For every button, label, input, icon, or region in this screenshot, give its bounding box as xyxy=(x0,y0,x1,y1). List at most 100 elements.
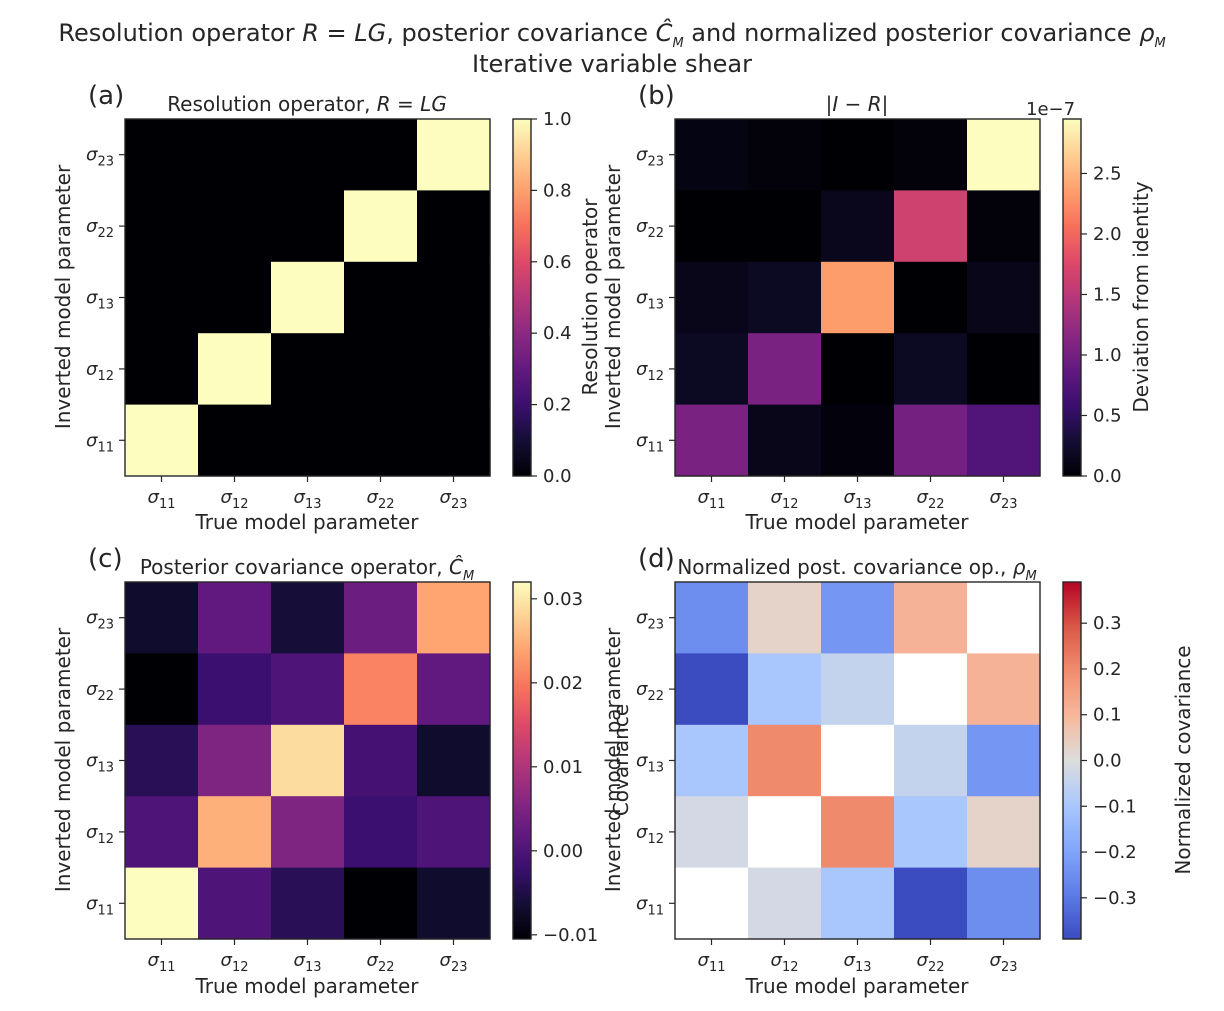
heatmap-cell-σ13-σ11 xyxy=(675,261,749,334)
heatmap-cell-σ22-σ13 xyxy=(821,190,895,263)
x-tick-label: σ13 xyxy=(844,487,872,512)
heatmap-cell-σ12-σ11 xyxy=(125,333,199,406)
panel-b-title: |I − R| xyxy=(826,92,889,116)
heatmap-cell-σ23-σ11 xyxy=(675,582,749,654)
panel-c-x-ticks: σ11 σ12 σ13 σ22 σ23 xyxy=(148,939,467,975)
panel-d-colorbar-ticks: −0.3 −0.2 −0.1 0.0 0.1 0.2 0.3 xyxy=(1081,613,1137,909)
heatmap-cell-σ11-σ13 xyxy=(821,867,895,940)
panel-d-label: (d) xyxy=(638,544,675,574)
heatmap-cell-σ11-σ23 xyxy=(967,867,1041,940)
figure-title-line2: Iterative variable shear xyxy=(472,50,752,78)
panel-d-y-ticks: σ11 σ12 σ13 σ22 σ23 xyxy=(636,608,675,918)
heatmap-cell-σ23-σ22 xyxy=(344,582,418,654)
heatmap-cell-σ13-σ12 xyxy=(748,261,822,334)
y-tick-label: σ23 xyxy=(636,608,664,633)
heatmap-cell-σ13-σ22 xyxy=(894,724,968,797)
y-tick-label: σ12 xyxy=(636,822,664,847)
heatmap-cell-σ23-σ12 xyxy=(748,582,822,654)
heatmap-cell-σ11-σ12 xyxy=(748,404,822,477)
heatmap-cell-σ23-σ22 xyxy=(894,582,968,654)
colorbar-tick-label: 1.0 xyxy=(1093,345,1122,366)
x-tick-label: σ13 xyxy=(844,950,872,975)
heatmap-cell-σ12-σ22 xyxy=(894,333,968,406)
heatmap-cell-σ22-σ11 xyxy=(125,190,199,263)
y-tick-label: σ22 xyxy=(636,679,664,704)
panel-a-colorbar-label: Resolution operator xyxy=(578,198,602,396)
colorbar-tick-label: 1.0 xyxy=(543,109,572,130)
heatmap-cell-σ12-σ22 xyxy=(344,333,418,406)
y-tick-label: σ22 xyxy=(86,216,114,241)
panel-a-colorbar-ticks: 0.0 0.2 0.4 0.6 0.8 1.0 xyxy=(531,109,572,487)
heatmap-cell-σ22-σ12 xyxy=(198,190,272,263)
heatmap-cell-σ23-σ23 xyxy=(417,119,491,191)
heatmap-cell-σ23-σ13 xyxy=(271,119,345,191)
heatmap-cell-σ13-σ23 xyxy=(417,724,491,797)
x-tick-label: σ12 xyxy=(221,950,249,975)
colorbar-tick-label: 0.2 xyxy=(1093,659,1122,680)
heatmap-cell-σ23-σ23 xyxy=(417,582,491,654)
panel-d-colorbar xyxy=(1063,582,1081,939)
panel-c-ylabel: Inverted model parameter xyxy=(51,627,75,892)
heatmap-cell-σ12-σ22 xyxy=(894,796,968,869)
heatmap-cell-σ22-σ12 xyxy=(748,190,822,263)
y-tick-label: σ23 xyxy=(636,145,664,170)
panel-b-colorbar-offset: 1e−7 xyxy=(1026,99,1075,120)
panel-d-xlabel: True model parameter xyxy=(744,974,969,998)
panel-d-colorbar-label: Normalized covariance xyxy=(1171,645,1195,874)
x-tick-label: σ13 xyxy=(294,487,322,512)
x-tick-label: σ12 xyxy=(771,950,799,975)
panel-b: (b) |I − R| σ11 σ12 σ13 σ22 σ23 σ11 σ12 σ13 σ22… xyxy=(601,81,1153,534)
heatmap-cell-σ13-σ12 xyxy=(198,724,272,797)
heatmap-cell-σ12-σ13 xyxy=(271,333,345,406)
heatmap-cell-σ22-σ11 xyxy=(125,653,199,726)
heatmap-cell-σ23-σ13 xyxy=(821,119,895,191)
panel-c-colorbar-label: Covariance xyxy=(609,704,633,816)
panel-b-colorbar-ticks: 0.0 0.5 1.0 1.5 2.0 2.5 xyxy=(1081,163,1122,487)
heatmap-cell-σ11-σ12 xyxy=(198,404,272,477)
colorbar-tick-label: 0.1 xyxy=(1093,705,1122,726)
panel-c-title: Posterior covariance operator, ĈM xyxy=(140,555,474,584)
x-tick-label: σ23 xyxy=(990,487,1018,512)
heatmap-cell-σ23-σ12 xyxy=(198,119,272,191)
heatmap-cell-σ13-σ13 xyxy=(271,724,345,797)
y-tick-label: σ13 xyxy=(86,751,114,776)
panel-d-heatmap xyxy=(675,582,1041,940)
colorbar-tick-label: 0.03 xyxy=(543,589,583,610)
figure-title: Resolution operator R = LG, posterior co… xyxy=(58,17,1165,78)
heatmap-cell-σ13-σ23 xyxy=(417,261,491,334)
heatmap-cell-σ11-σ23 xyxy=(967,404,1041,477)
colorbar-tick-label: 1.5 xyxy=(1093,284,1122,305)
panel-b-y-ticks: σ11 σ12 σ13 σ22 σ23 xyxy=(636,145,675,455)
panel-c-colorbar xyxy=(513,582,531,939)
panel-a-title: Resolution operator, R = LG xyxy=(167,92,447,116)
panel-a-ylabel: Inverted model parameter xyxy=(51,164,75,429)
y-tick-label: σ23 xyxy=(86,145,114,170)
heatmap-cell-σ13-σ22 xyxy=(344,724,418,797)
heatmap-cell-σ22-σ23 xyxy=(417,190,491,263)
y-tick-label: σ13 xyxy=(86,288,114,313)
heatmap-cell-σ11-σ11 xyxy=(675,404,749,477)
heatmap-cell-σ22-σ11 xyxy=(675,190,749,263)
heatmap-cell-σ23-σ11 xyxy=(125,582,199,654)
x-tick-label: σ12 xyxy=(221,487,249,512)
panel-a-xlabel: True model parameter xyxy=(194,510,419,534)
heatmap-cell-σ23-σ22 xyxy=(894,119,968,191)
y-tick-label: σ12 xyxy=(86,359,114,384)
panel-c-label: (c) xyxy=(88,544,123,574)
x-tick-label: σ22 xyxy=(367,487,395,512)
heatmap-cell-σ11-σ22 xyxy=(344,867,418,940)
heatmap-cell-σ12-σ13 xyxy=(821,796,895,869)
y-tick-label: σ13 xyxy=(636,751,664,776)
panel-b-label: (b) xyxy=(638,81,675,111)
colorbar-tick-label: −0.01 xyxy=(543,925,598,946)
panel-a-colorbar-frame xyxy=(512,118,532,477)
heatmap-cell-σ13-σ11 xyxy=(125,261,199,334)
y-tick-label: σ13 xyxy=(636,288,664,313)
colorbar-tick-label: 0.6 xyxy=(543,252,572,273)
heatmap-cell-σ23-σ12 xyxy=(748,119,822,191)
heatmap-cell-σ11-σ13 xyxy=(271,867,345,940)
heatmap-cell-σ22-σ22 xyxy=(894,653,968,726)
x-tick-label: σ22 xyxy=(367,950,395,975)
heatmap-cell-σ12-σ12 xyxy=(198,333,272,406)
